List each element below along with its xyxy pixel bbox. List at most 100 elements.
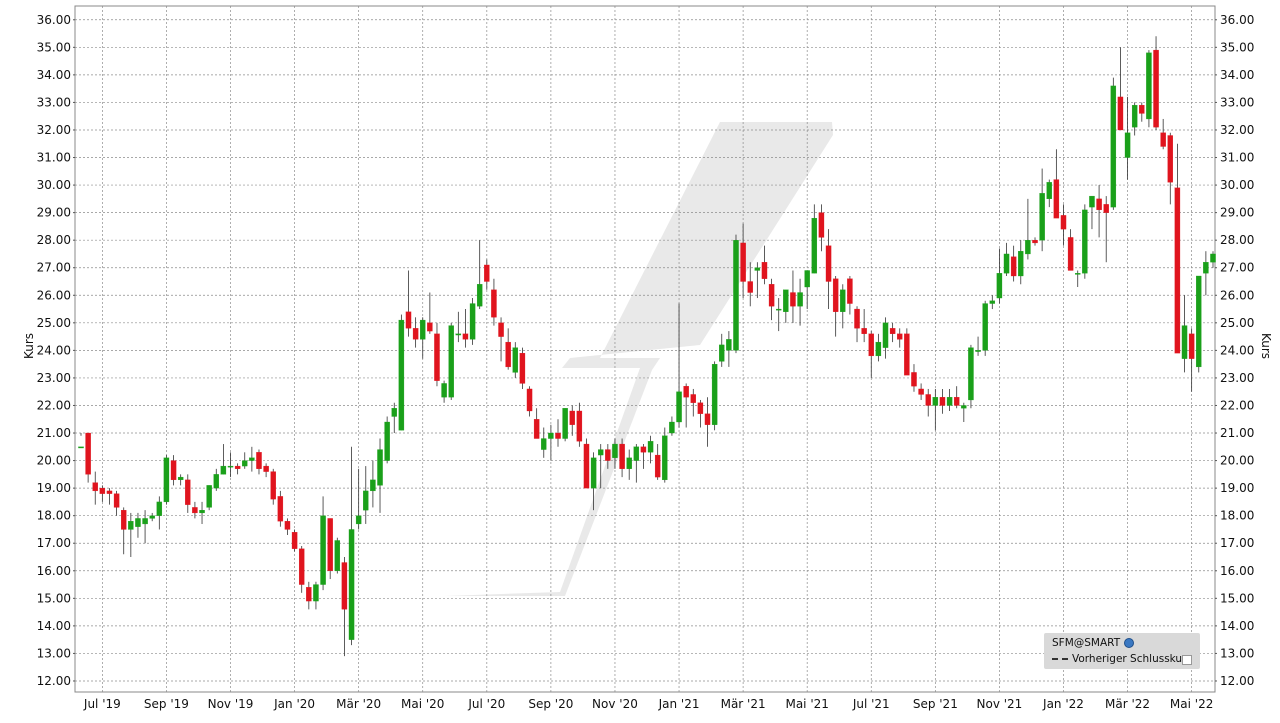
- y-tick-label-right: 22.00: [1220, 398, 1254, 412]
- candle-body: [334, 540, 341, 571]
- y-tick-label-left: 19.00: [37, 481, 71, 495]
- candle-body: [676, 391, 682, 423]
- candle-body: [783, 289, 789, 312]
- y-tick-label-left: 18.00: [37, 509, 71, 523]
- candle-body: [647, 441, 654, 453]
- candle-body: [840, 289, 846, 312]
- candle-body: [1196, 275, 1202, 368]
- candle-body: [121, 510, 127, 530]
- candle-body: [754, 267, 761, 271]
- candle-body: [868, 333, 874, 357]
- y-tick-label-left: 21.00: [37, 426, 71, 440]
- candle-body: [946, 397, 953, 406]
- candle-body: [669, 421, 675, 434]
- candle-body: [633, 446, 640, 461]
- y-axis-label-left: Kurs: [22, 333, 36, 359]
- candle-body: [1067, 237, 1074, 271]
- candle-body: [733, 240, 739, 351]
- legend-symbol-label: SFM@SMART: [1052, 637, 1121, 649]
- candle-body: [341, 562, 348, 610]
- candle-body: [234, 465, 241, 469]
- candle-body: [1025, 240, 1031, 255]
- plot-border: [74, 5, 1216, 693]
- legend-previous-close-label: Vorheriger Schlusskurs: [1072, 653, 1192, 665]
- candle-body: [562, 408, 568, 439]
- candle-body: [106, 490, 113, 494]
- y-tick-label-left: 16.00: [37, 564, 71, 578]
- x-tick-label: Sep '20: [528, 697, 573, 711]
- candle-body: [1096, 198, 1102, 211]
- candle-body: [654, 454, 661, 478]
- candle-body: [697, 402, 704, 414]
- x-tick-label: Jan '22: [1042, 697, 1084, 711]
- candle-body: [213, 474, 219, 489]
- y-axis-right: 12.00 13.00 14.00 15.00 16.00 17.00 18.00 19.00…: [1215, 13, 1254, 688]
- candle-body: [533, 419, 540, 439]
- candle-body: [1039, 193, 1045, 241]
- candle-body: [818, 212, 825, 238]
- candle-body: [306, 587, 312, 602]
- y-tick-label-left: 20.00: [37, 454, 71, 468]
- candle-body: [1032, 240, 1038, 244]
- candle-body: [1188, 333, 1195, 359]
- y-tick-label-left: 13.00: [37, 646, 71, 660]
- candle-body: [1153, 49, 1159, 128]
- candle-body: [726, 339, 732, 351]
- y-tick-label-right: 24.00: [1220, 343, 1254, 357]
- candle-body: [1103, 204, 1109, 213]
- candle-body: [1203, 262, 1209, 274]
- candle-body: [961, 405, 967, 409]
- candle-body: [1010, 256, 1017, 277]
- y-tick-label-right: 13.00: [1220, 646, 1254, 660]
- candle-body: [1018, 251, 1024, 277]
- y-tick-label-right: 14.00: [1220, 619, 1254, 633]
- candle-body: [1181, 325, 1188, 359]
- watermark-shape: [445, 122, 833, 596]
- candle-body: [569, 410, 575, 425]
- legend-checkbox[interactable]: [1182, 655, 1192, 665]
- candle-body: [590, 457, 597, 489]
- candle-body: [263, 465, 269, 472]
- y-tick-label-right: 29.00: [1220, 206, 1254, 220]
- candle-body: [427, 322, 433, 332]
- candle-body: [135, 518, 141, 527]
- candle-body: [192, 507, 198, 514]
- candle-body: [904, 333, 910, 376]
- candle-body: [897, 333, 903, 340]
- y-tick-label-right: 20.00: [1220, 454, 1254, 468]
- candle-body: [377, 449, 383, 486]
- x-tick-label: Jan '20: [273, 697, 315, 711]
- candle-body: [1139, 105, 1145, 114]
- y-tick-label-right: 35.00: [1220, 40, 1254, 54]
- y-tick-label-left: 34.00: [37, 68, 71, 82]
- candle-body: [711, 364, 718, 425]
- candle-body: [327, 518, 333, 571]
- candle-body: [398, 319, 405, 431]
- candle-body: [1046, 182, 1052, 200]
- candle-body: [875, 341, 882, 357]
- candle-body: [348, 529, 355, 640]
- y-tick-label-right: 16.00: [1220, 564, 1254, 578]
- candle-body: [156, 501, 163, 516]
- candle-body: [683, 386, 689, 398]
- candle-body: [476, 284, 483, 307]
- candle-body: [626, 457, 632, 469]
- candle-body: [355, 515, 362, 525]
- y-tick-label-right: 19.00: [1220, 481, 1254, 495]
- candle-body: [939, 397, 946, 406]
- y-tick-label-right: 21.00: [1220, 426, 1254, 440]
- y-tick-label-left: 14.00: [37, 619, 71, 633]
- candle-body: [1167, 135, 1173, 183]
- candle-body: [1110, 85, 1117, 208]
- candle-body: [170, 460, 177, 481]
- candle-body: [555, 432, 561, 439]
- candle-body: [163, 457, 170, 503]
- y-tick-label-left: 30.00: [37, 178, 71, 192]
- candle-body: [775, 308, 782, 311]
- watermark-logo: [445, 122, 833, 596]
- x-tick-label: Jul '19: [83, 697, 121, 711]
- candle-body: [78, 446, 84, 449]
- candle-body: [448, 325, 454, 398]
- candle-body: [142, 518, 148, 525]
